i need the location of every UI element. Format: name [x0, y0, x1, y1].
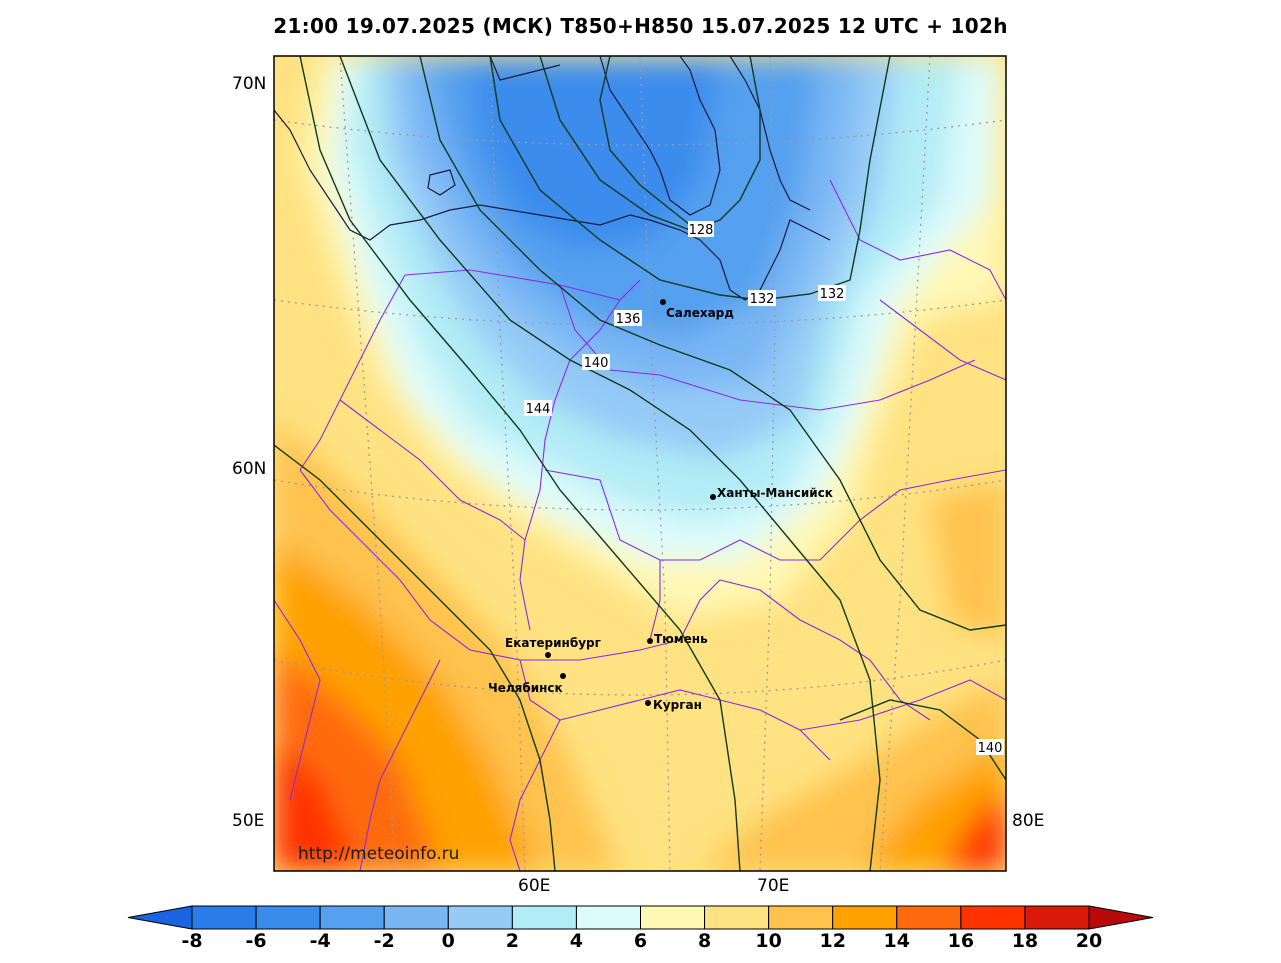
colorbar-segment: [704, 905, 770, 930]
colorbar-tick-label: -6: [245, 930, 267, 952]
lon-label-80e: 80E: [1012, 811, 1045, 831]
city-dot: [645, 700, 651, 706]
colorbar-segment: [1024, 905, 1090, 930]
colorbar: [127, 905, 1154, 930]
contour-label: 140: [584, 356, 609, 371]
colorbar-over-triangle: [1088, 905, 1154, 930]
lon-label-60e: 60E: [518, 876, 551, 896]
lat-label-60n: 60N: [232, 459, 267, 479]
city-dot: [560, 673, 566, 679]
coastline: [274, 56, 831, 301]
colorbar-segment: [832, 905, 898, 930]
city-yekaterinburg: Екатеринбург: [505, 636, 601, 650]
colorbar-segment: [640, 905, 706, 930]
colorbar-tick-label: 4: [569, 930, 584, 952]
city-khanty-mansiysk: Ханты-Мансийск: [717, 486, 833, 500]
lat-label-70n: 70N: [232, 74, 267, 94]
colorbar-tick-label: -4: [309, 930, 331, 952]
map-frame: [273, 55, 1007, 872]
city-dot: [647, 638, 653, 644]
colorbar-segment: [255, 905, 321, 930]
colorbar-segment: [191, 905, 257, 930]
colorbar-segment: [511, 905, 577, 930]
colorbar-tick-label: 16: [947, 930, 975, 952]
contour-label: 144: [526, 402, 551, 417]
contour-label: 132: [820, 287, 845, 302]
graticule: [274, 56, 1006, 871]
city-chelyabinsk: Челябинск: [488, 681, 563, 695]
city-markers: Салехард Ханты-Мансийск Екатеринбург Тюм…: [488, 299, 833, 712]
colorbar-tick-label: -8: [181, 930, 203, 952]
contour-labels: 128 132 132 136 140 144 140: [524, 221, 1004, 756]
colorbar-tick-label: 10: [755, 930, 782, 952]
colorbar-segment: [447, 905, 513, 930]
city-dot: [710, 494, 716, 500]
map-title: 21:00 19.07.2025 (МСК) T850+H850 15.07.2…: [273, 14, 1008, 38]
contour-label: 140: [978, 741, 1003, 756]
colorbar-segment: [960, 905, 1026, 930]
lon-label-70e: 70E: [757, 876, 790, 896]
colorbar-tick-label: 6: [633, 930, 648, 952]
contour-label: 128: [689, 223, 714, 238]
colorbar-tick-label: 8: [697, 930, 712, 952]
colorbar-tick-label: 2: [505, 930, 519, 952]
city-salekhard: Салехард: [666, 306, 734, 320]
colorbar-segment: [319, 905, 385, 930]
city-dot: [545, 652, 551, 658]
lat-label-50e: 50E: [232, 811, 265, 831]
colorbar-segment: [383, 905, 449, 930]
colorbar-tick-label: 12: [819, 930, 846, 952]
temperature-field: [274, 56, 1006, 871]
contour-label: 132: [750, 292, 775, 307]
colorbar-tick-label: -2: [373, 930, 395, 952]
city-dot: [660, 299, 666, 305]
colorbar-tick-label: 18: [1011, 930, 1039, 952]
colorbar-under-triangle: [127, 905, 193, 930]
colorbar-segment: [575, 905, 642, 930]
contour-label: 136: [616, 312, 641, 327]
colorbar-tick-label: 0: [441, 930, 455, 952]
city-kurgan: Курган: [653, 698, 702, 712]
colorbar-segment: [768, 905, 834, 930]
colorbar-tick-label: 20: [1075, 930, 1103, 952]
colorbar-segment: [896, 905, 962, 930]
city-tyumen: Тюмень: [654, 632, 708, 646]
watermark: http://meteoinfo.ru: [298, 844, 460, 864]
colorbar-tick-label: 14: [883, 930, 910, 952]
region-borders: [274, 179, 1006, 871]
